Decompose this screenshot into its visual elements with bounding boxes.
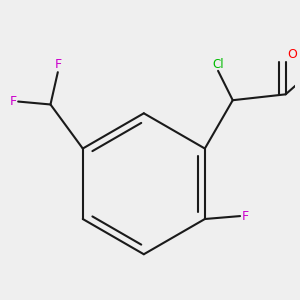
Text: F: F xyxy=(54,58,61,71)
Text: F: F xyxy=(242,210,249,223)
Text: O: O xyxy=(287,48,297,61)
Text: Cl: Cl xyxy=(212,58,224,71)
Text: F: F xyxy=(10,95,17,108)
